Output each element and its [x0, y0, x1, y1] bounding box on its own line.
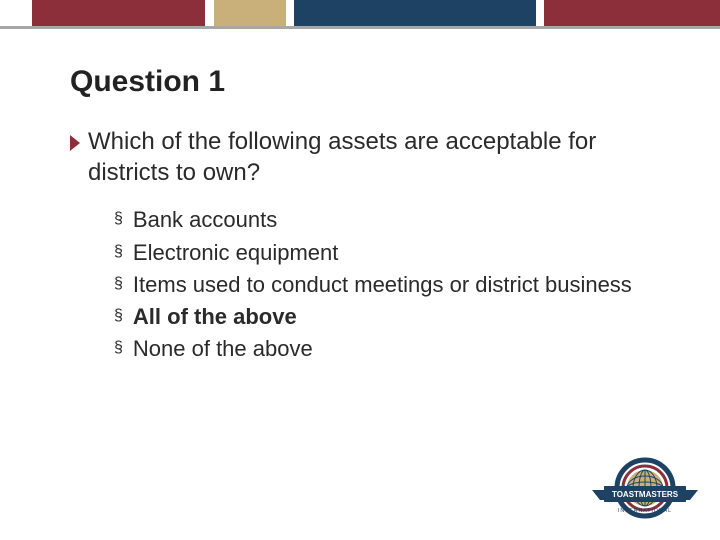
bar-segment [205, 0, 214, 26]
chevron-right-icon [70, 135, 82, 151]
svg-text:TOASTMASTERS: TOASTMASTERS [612, 490, 679, 499]
bar-segment [544, 0, 720, 26]
bar-segment [214, 0, 286, 26]
bullet-icon: § [114, 210, 123, 228]
svg-text:INTERNATIONAL: INTERNATIONAL [618, 508, 672, 514]
bar-segment [536, 0, 545, 26]
bullet-icon: § [114, 339, 123, 357]
options-list: § Bank accounts § Electronic equipment § Item… [70, 206, 650, 363]
bullet-icon: § [114, 275, 123, 293]
option-item: § Items used to conduct meetings or distr… [114, 271, 650, 299]
option-item: § Bank accounts [114, 206, 650, 234]
option-text: All of the above [133, 303, 297, 331]
bar-segment [286, 0, 295, 26]
option-text: Items used to conduct meetings or distri… [133, 271, 632, 299]
option-item: § Electronic equipment [114, 239, 650, 267]
question-text: Which of the following assets are accept… [88, 127, 650, 188]
bar-segment [294, 0, 535, 26]
bullet-icon: § [114, 243, 123, 261]
header-color-bar [0, 0, 720, 26]
slide-content: Question 1 Which of the following assets… [0, 29, 720, 363]
option-item: § None of the above [114, 335, 650, 363]
option-text: None of the above [133, 335, 313, 363]
option-item: § All of the above [114, 303, 650, 331]
option-text: Electronic equipment [133, 239, 338, 267]
question-row: Which of the following assets are accept… [70, 127, 650, 188]
bullet-icon: § [114, 307, 123, 325]
option-text: Bank accounts [133, 206, 277, 234]
bar-segment [32, 0, 205, 26]
toastmasters-logo: TOASTMASTERS INTERNATIONAL [590, 456, 700, 526]
slide-title: Question 1 [70, 65, 650, 99]
bar-segment [0, 0, 32, 26]
